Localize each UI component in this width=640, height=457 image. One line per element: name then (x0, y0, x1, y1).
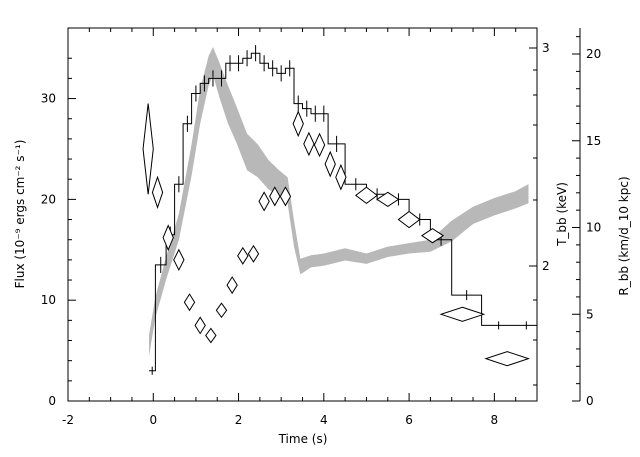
temperature-diamond (279, 186, 292, 207)
temperature-diamond-layer (142, 103, 531, 367)
y-radius-tick-label: 5 (586, 307, 594, 321)
y-radius-tick-label: 10 (586, 221, 601, 235)
x-tick-label: 0 (149, 413, 157, 427)
y-left-tick-label: 10 (41, 293, 56, 307)
y-axis-left: 0 10 20 30 (41, 57, 76, 408)
flux-histogram-layer (149, 45, 537, 375)
radius-band-layer (149, 47, 529, 356)
y-axis-temperature-label: T_bb (keV) (555, 182, 569, 247)
temperature-diamond (142, 103, 154, 195)
temperature-diamond (335, 163, 347, 191)
x-tick-label: 4 (320, 413, 328, 427)
y-radius-tick-label: 15 (586, 134, 601, 148)
temperature-diamond (420, 228, 445, 244)
temperature-diamond (292, 110, 304, 138)
x-axis: -2 0 2 4 6 8 (62, 28, 538, 427)
temperature-diamond (226, 276, 238, 295)
y-temperature-tick-label: 3 (542, 41, 550, 55)
y-radius-tick-label: 0 (586, 394, 594, 408)
temperature-diamond (484, 351, 531, 367)
temperature-diamond (376, 191, 400, 208)
temperature-diamond (237, 246, 249, 265)
y-axis-radius: 0 5 10 15 20 (572, 28, 601, 408)
temperature-diamond (247, 244, 260, 263)
temperature-diamond (194, 316, 206, 335)
temperature-diamond (397, 210, 421, 229)
temperature-diamond (354, 186, 378, 205)
temperature-diamond (303, 131, 315, 157)
y-axis-left-label: Flux (10⁻⁹ ergs cm⁻² s⁻¹) (13, 140, 27, 289)
temperature-diamond (173, 248, 185, 272)
temperature-diamond (215, 302, 228, 319)
x-tick-label: 2 (235, 413, 243, 427)
temperature-diamond (162, 224, 174, 252)
x-tick-label: 6 (405, 413, 413, 427)
temperature-diamond (205, 327, 217, 344)
x-tick-label: 8 (491, 413, 499, 427)
y-axis-temperature: 23 (529, 41, 550, 386)
temperature-diamond (324, 150, 336, 178)
y-axis-radius-label: R_bb (km/d_10 kpc) (617, 176, 631, 295)
y-radius-tick-label: 20 (586, 47, 601, 61)
flux-histogram-line (149, 52, 537, 372)
y-temperature-tick-label: 2 (542, 259, 550, 273)
temperature-diamond (258, 191, 270, 212)
radius-band (149, 47, 529, 356)
temperature-diamond (269, 186, 281, 207)
temperature-diamond (439, 306, 486, 322)
y-left-tick-label: 20 (41, 192, 56, 206)
x-tick-label: -2 (62, 413, 74, 427)
temperature-diamond (183, 293, 196, 312)
y-left-tick-label: 30 (41, 92, 56, 106)
temperature-diamond (313, 132, 326, 158)
x-axis-label: Time (s) (278, 432, 328, 446)
temperature-diamond (151, 175, 164, 210)
y-left-tick-label: 0 (48, 394, 56, 408)
